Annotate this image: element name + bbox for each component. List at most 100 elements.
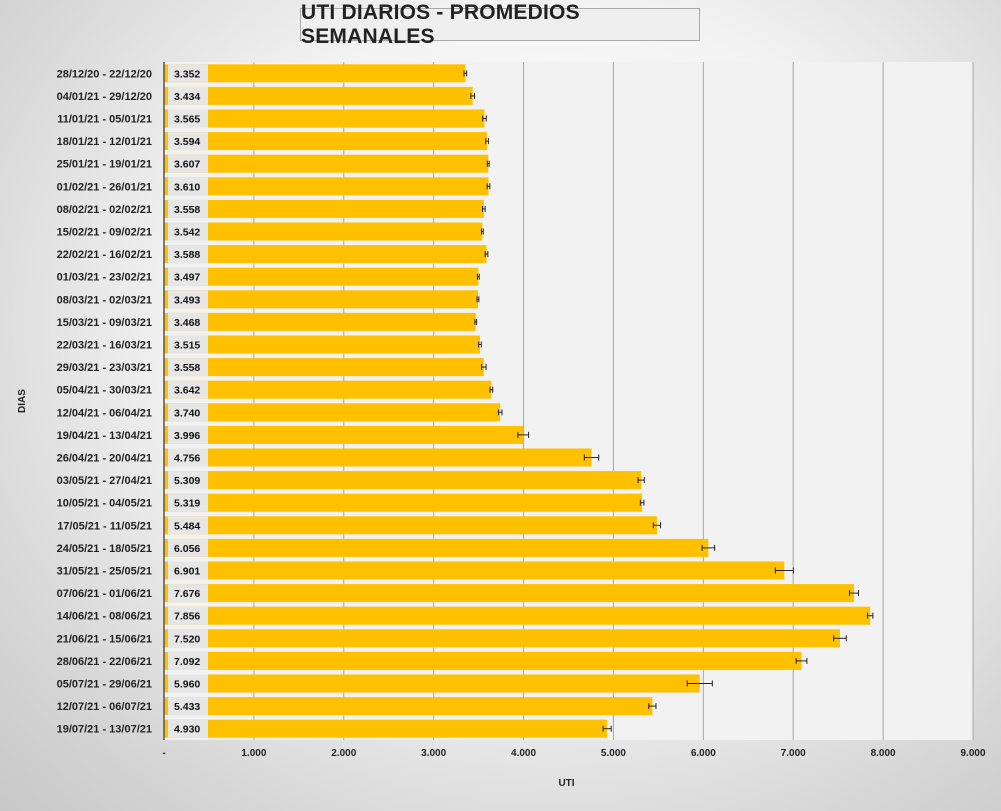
category-label: 15/03/21 - 09/03/21 bbox=[57, 317, 152, 329]
x-tick-label: 2.000 bbox=[331, 748, 356, 759]
error-bar bbox=[478, 341, 482, 348]
data-label: 7.676 bbox=[174, 588, 200, 600]
category-label: 17/05/21 - 11/05/21 bbox=[57, 520, 152, 532]
bars: 3.352 3.434 3.565 3.594 3.607 3.610 3.558 3.542… bbox=[164, 64, 874, 738]
category-label: 07/06/21 - 01/06/21 bbox=[57, 588, 152, 600]
data-label: 5.484 bbox=[174, 520, 200, 532]
x-tick-label: 9.000 bbox=[960, 748, 985, 759]
x-tick-label: 1.000 bbox=[241, 748, 266, 759]
bar bbox=[164, 177, 489, 196]
bar bbox=[164, 719, 608, 738]
bar bbox=[164, 154, 489, 173]
data-label: 7.520 bbox=[174, 633, 200, 645]
bar bbox=[164, 629, 840, 648]
data-label-box bbox=[168, 425, 208, 444]
bar bbox=[164, 335, 480, 354]
x-axis-title: UTI bbox=[558, 778, 574, 789]
data-label-box bbox=[168, 64, 208, 83]
data-label-box bbox=[168, 403, 208, 422]
error-bar bbox=[648, 703, 657, 710]
data-label: 4.756 bbox=[174, 453, 200, 465]
error-bar bbox=[497, 409, 503, 416]
bar bbox=[164, 606, 871, 625]
data-label-box bbox=[168, 267, 208, 286]
bar bbox=[164, 651, 802, 670]
error-bar bbox=[480, 228, 484, 235]
data-label: 3.352 bbox=[174, 68, 200, 80]
data-label-box bbox=[168, 516, 208, 535]
error-bar bbox=[485, 138, 489, 145]
bar bbox=[164, 132, 488, 151]
data-label: 6.901 bbox=[174, 566, 200, 578]
error-bar bbox=[484, 251, 489, 258]
error-bar bbox=[517, 431, 530, 438]
category-label: 26/04/21 - 20/04/21 bbox=[57, 453, 152, 465]
bar bbox=[164, 380, 492, 399]
bar bbox=[164, 222, 483, 241]
data-label: 7.856 bbox=[174, 611, 200, 623]
data-label-box bbox=[168, 312, 208, 331]
data-label: 5.433 bbox=[174, 701, 200, 713]
error-bar bbox=[833, 635, 847, 642]
bar bbox=[164, 403, 501, 422]
category-label: 12/07/21 - 06/07/21 bbox=[57, 701, 152, 713]
data-label-box bbox=[168, 674, 208, 693]
data-label: 3.493 bbox=[174, 294, 200, 306]
data-label-box bbox=[168, 335, 208, 354]
data-label-box bbox=[168, 651, 208, 670]
bar bbox=[164, 697, 653, 716]
x-tick-label: 6.000 bbox=[691, 748, 716, 759]
data-label: 3.542 bbox=[174, 227, 200, 239]
bar bbox=[164, 471, 642, 490]
data-label: 3.515 bbox=[174, 340, 200, 352]
error-bar bbox=[602, 725, 612, 732]
category-label: 22/03/21 - 16/03/21 bbox=[57, 340, 152, 352]
data-label: 3.565 bbox=[174, 114, 200, 126]
bar bbox=[164, 538, 709, 557]
error-bar bbox=[701, 544, 716, 551]
error-bar bbox=[848, 590, 859, 597]
data-label: 3.610 bbox=[174, 181, 200, 193]
category-label: 22/02/21 - 16/02/21 bbox=[57, 249, 152, 261]
bar bbox=[164, 561, 785, 580]
bar bbox=[164, 86, 473, 105]
data-label-box bbox=[168, 471, 208, 490]
data-label-box bbox=[168, 448, 208, 467]
error-bar bbox=[866, 612, 874, 619]
bar bbox=[164, 245, 487, 264]
data-label-box bbox=[168, 177, 208, 196]
error-bar bbox=[476, 296, 480, 303]
category-label: 18/01/21 - 12/01/21 bbox=[57, 136, 152, 148]
category-label: 10/05/21 - 04/05/21 bbox=[57, 498, 152, 510]
data-label-box bbox=[168, 222, 208, 241]
error-bar bbox=[476, 273, 480, 280]
data-label: 5.309 bbox=[174, 475, 200, 487]
category-label: 19/07/21 - 13/07/21 bbox=[57, 724, 152, 736]
category-label: 08/02/21 - 02/02/21 bbox=[57, 204, 152, 216]
category-label: 01/02/21 - 26/01/21 bbox=[57, 181, 152, 193]
bar bbox=[164, 267, 479, 286]
data-label-box bbox=[168, 538, 208, 557]
grid-lines bbox=[253, 62, 974, 740]
data-label: 3.740 bbox=[174, 407, 200, 419]
error-bar bbox=[470, 92, 475, 99]
bar bbox=[164, 290, 478, 309]
x-tick-label: 4.000 bbox=[511, 748, 536, 759]
data-label-box bbox=[168, 719, 208, 738]
error-bar bbox=[795, 657, 808, 664]
error-bar bbox=[637, 477, 645, 484]
bar bbox=[164, 425, 524, 444]
error-bar bbox=[463, 70, 468, 77]
data-label: 3.607 bbox=[174, 159, 200, 171]
category-label: 29/03/21 - 23/03/21 bbox=[57, 362, 152, 374]
data-label-box bbox=[168, 132, 208, 151]
data-label-box bbox=[168, 199, 208, 218]
error-bar bbox=[652, 522, 662, 529]
category-label: 03/05/21 - 27/04/21 bbox=[57, 475, 152, 487]
error-bar bbox=[639, 499, 645, 506]
bar bbox=[164, 199, 484, 218]
category-label: 28/12/20 - 22/12/20 bbox=[57, 68, 152, 80]
data-label-box bbox=[168, 290, 208, 309]
data-label: 5.960 bbox=[174, 679, 200, 691]
